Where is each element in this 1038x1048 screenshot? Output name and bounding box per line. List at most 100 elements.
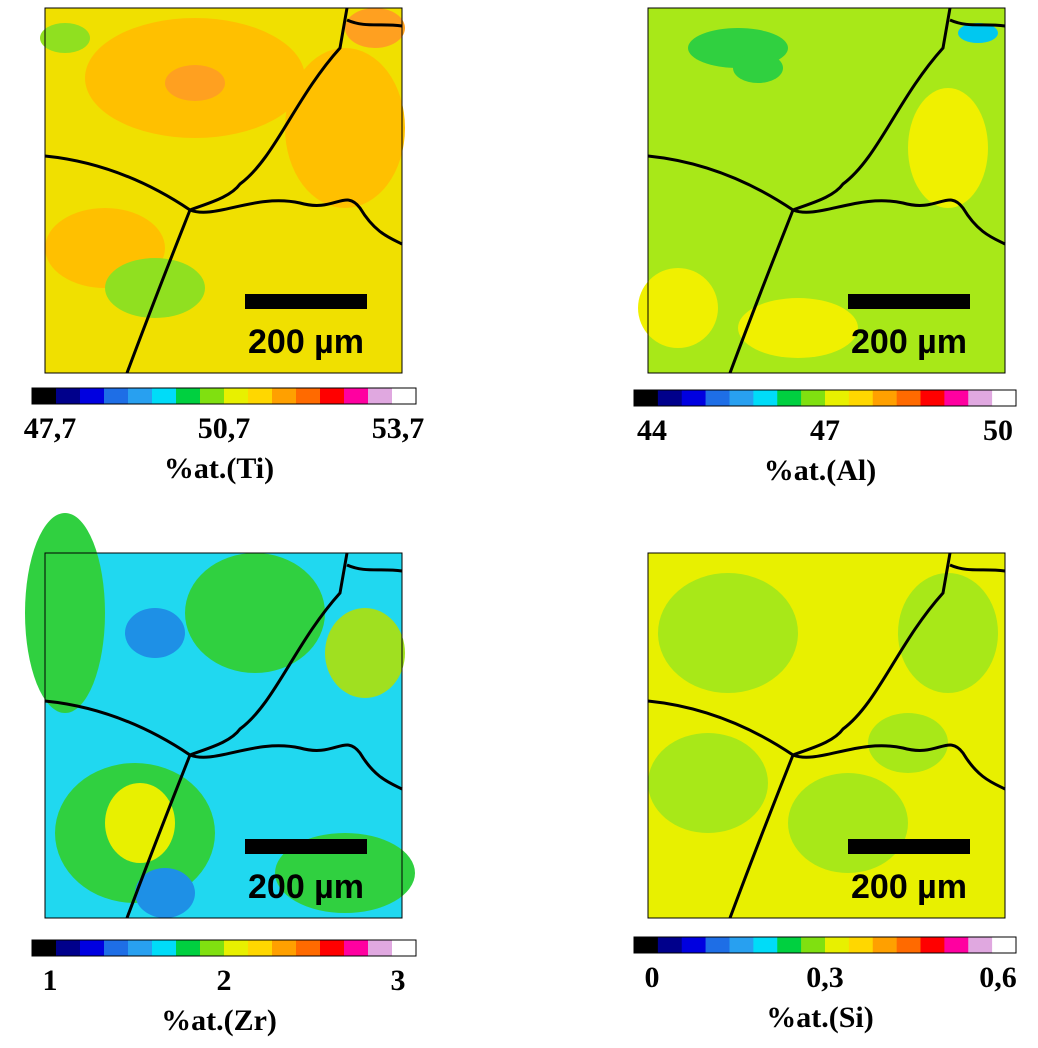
colorbar-segment — [920, 937, 945, 953]
scale-bar — [245, 294, 367, 309]
colorbar-segment — [634, 937, 659, 953]
colorbar-tick-label: 47,7 — [24, 412, 77, 445]
grain-boundary — [949, 18, 1006, 28]
map-region — [125, 608, 185, 658]
colorbar-frame — [633, 936, 1017, 954]
colorbar-segment — [392, 388, 417, 404]
colorbar-segment — [920, 390, 945, 406]
colorbar-segment — [753, 390, 778, 406]
scale-bar-label: 200 µm — [248, 868, 364, 906]
grain-boundary — [792, 198, 1006, 246]
map: 200 µm — [647, 552, 1006, 919]
colorbar-segment — [968, 390, 993, 406]
colorbar-segment — [705, 390, 730, 406]
colorbar-segment — [801, 390, 826, 406]
colorbar-segment — [32, 940, 57, 956]
colorbar-segment — [944, 390, 969, 406]
colorbar-segment — [272, 940, 297, 956]
grain-boundary — [125, 754, 192, 919]
colorbar-segment — [705, 937, 730, 953]
colorbar-tick-label: 0 — [645, 961, 660, 994]
colorbar-segment — [681, 390, 706, 406]
colorbar-tick-label: 47 — [810, 414, 840, 447]
grain-boundary — [728, 209, 795, 374]
map-region — [185, 553, 325, 673]
colorbar-segment — [753, 937, 778, 953]
scale-bar-label: 200 µm — [851, 323, 967, 361]
colorbar-segment — [968, 937, 993, 953]
colorbar-segment — [801, 937, 826, 953]
colorbar-segment — [896, 390, 921, 406]
colorbar-frame — [633, 389, 1017, 407]
map-region — [738, 298, 858, 358]
grain-boundary — [189, 198, 403, 246]
map-region — [908, 88, 988, 208]
colorbar-segment — [344, 388, 369, 404]
colorbar-segment — [344, 940, 369, 956]
map-region — [105, 258, 205, 318]
grain-boundary — [346, 563, 403, 573]
colorbar-segment — [825, 937, 850, 953]
map-region — [325, 608, 405, 698]
map-region — [958, 23, 998, 43]
colorbar-tick-label: 50 — [983, 414, 1013, 447]
map-region — [648, 733, 768, 833]
colorbar-segment — [104, 388, 129, 404]
colorbar-tick-label: 2 — [217, 964, 232, 997]
scale-bar — [245, 839, 367, 854]
panel: 200 µm 47,7 50,7 53,7 %at.(Ti) — [24, 7, 425, 485]
panel: 200 µm 1 2 3 %at.(Zr) — [25, 513, 417, 1037]
scale-bar-label: 200 µm — [851, 868, 967, 906]
colorbar-segment — [872, 937, 897, 953]
map-region — [658, 573, 798, 693]
colorbar-segment — [320, 388, 345, 404]
colorbar-segment — [152, 940, 177, 956]
colorbar-segment — [368, 940, 393, 956]
grain-boundary — [125, 209, 192, 374]
map: 200 µm — [638, 7, 1006, 374]
map-region — [40, 23, 90, 53]
colorbar-segment — [777, 937, 802, 953]
colorbar-segment — [200, 940, 225, 956]
colorbar-segment — [992, 937, 1017, 953]
colorbar-tick-label: 50,7 — [198, 412, 251, 445]
colorbar-segment — [56, 940, 81, 956]
grain-boundary — [647, 7, 952, 212]
colorbar-segment — [248, 388, 273, 404]
scale-bar — [848, 839, 970, 854]
colorbar-segment — [848, 390, 874, 406]
colorbar-segment — [224, 388, 249, 404]
grain-boundary — [44, 7, 349, 212]
colorbar-tick-label: 1 — [43, 964, 58, 997]
colorbar-segment — [896, 937, 921, 953]
colorbar-label: %at.(Al) — [764, 454, 876, 487]
colorbar-segment — [176, 940, 201, 956]
grain-boundary — [792, 743, 1006, 791]
colorbar-segment — [32, 388, 57, 404]
colorbar-segment — [634, 390, 659, 406]
colorbar-segment — [224, 940, 249, 956]
map-region — [165, 65, 225, 101]
colorbar-segment — [200, 388, 225, 404]
colorbar-tick-label: 3 — [391, 964, 406, 997]
colorbar-tick-label: 53,7 — [372, 412, 425, 445]
colorbar-segment — [992, 390, 1017, 406]
colorbar-segment — [296, 388, 321, 404]
map-region — [868, 713, 948, 773]
colorbar-segment — [128, 940, 153, 956]
colorbar-segment — [272, 388, 297, 404]
colorbar-segment — [777, 390, 802, 406]
colorbar-tick-label: 0,6 — [979, 961, 1017, 994]
scale-bar — [848, 294, 970, 309]
grain-boundary — [44, 552, 349, 757]
map: 200 µm — [40, 7, 405, 374]
map-region — [285, 48, 405, 208]
map-region — [788, 773, 908, 873]
grain-boundary — [189, 743, 403, 791]
colorbar-segment — [128, 388, 153, 404]
map-frame — [44, 7, 403, 374]
map-region — [345, 8, 405, 48]
colorbar-segment — [104, 940, 129, 956]
colorbar-segment — [729, 390, 754, 406]
